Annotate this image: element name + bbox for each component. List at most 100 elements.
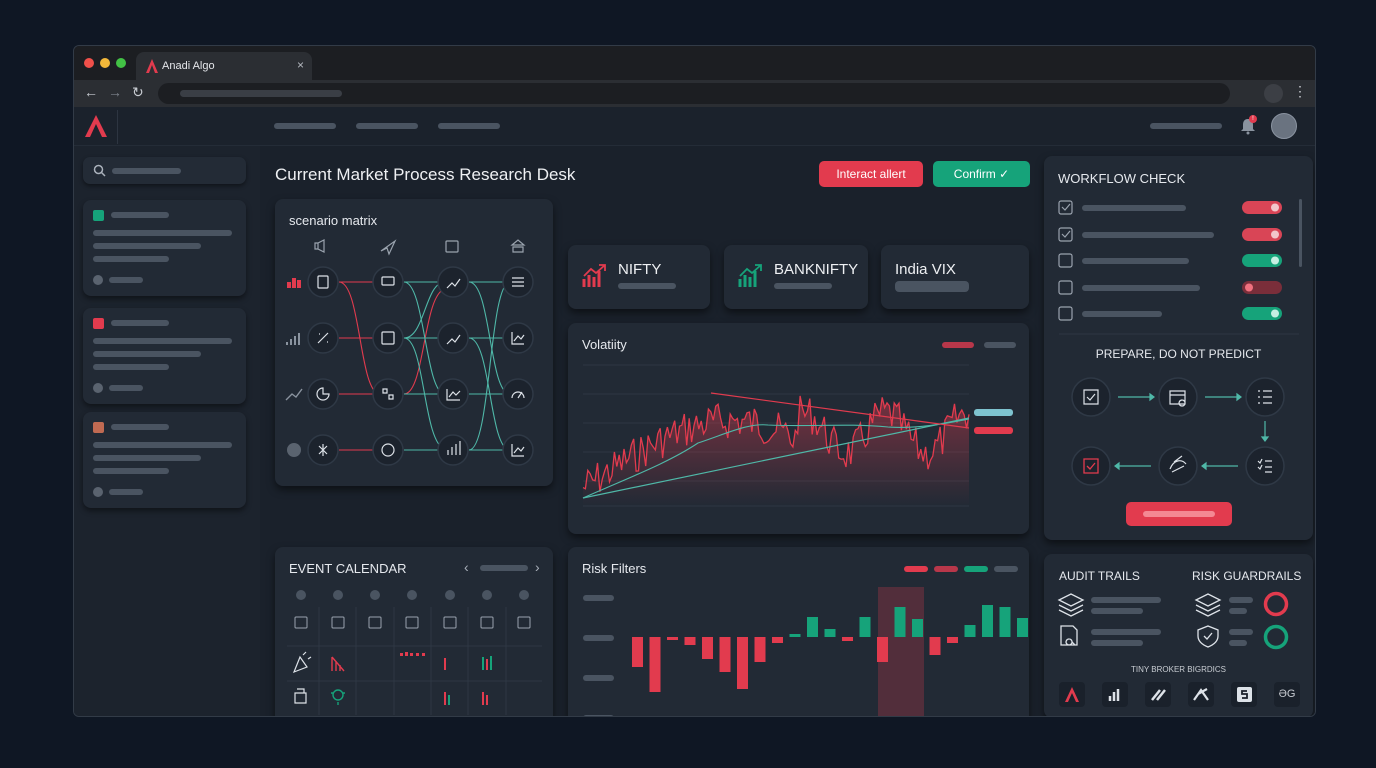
ticker-card-india-vix[interactable]: India VIX: [881, 245, 1029, 309]
tab-close-icon[interactable]: ×: [296, 58, 304, 72]
node-icons: [316, 275, 525, 457]
calendar-icon: [331, 616, 345, 629]
card-text-line: [93, 442, 232, 448]
legend-red: [904, 566, 928, 572]
y-axis-labels: [583, 595, 614, 716]
ticker-card-banknifty[interactable]: BANKNIFTY: [724, 245, 868, 309]
node-r2c4: [502, 322, 534, 354]
risk-filters-title: Risk Filters: [582, 561, 647, 576]
broker-logo-s[interactable]: [1231, 682, 1257, 707]
scenario-flow-diagram: [285, 239, 534, 466]
avatar[interactable]: [1271, 113, 1297, 139]
risk-bar: [684, 637, 696, 645]
trend-up-icon: [446, 278, 461, 289]
checkbox-4: [1058, 280, 1073, 295]
broker-logo-slash[interactable]: [1145, 682, 1171, 707]
node-r4c2: [372, 434, 404, 466]
header-user-name: [1150, 123, 1222, 129]
card-meta-line: [109, 277, 143, 283]
browser-tab[interactable]: Anadi Algo ×: [136, 52, 312, 80]
minimize-window-dot[interactable]: [100, 58, 110, 68]
risk-bars: [632, 605, 1028, 692]
volatility-title: Volatiity: [582, 337, 627, 352]
sidebar-search-input[interactable]: [83, 157, 246, 184]
sidebar-card-1[interactable]: [83, 200, 246, 296]
risk-bar: [649, 637, 661, 692]
back-icon[interactable]: ←: [84, 84, 98, 100]
coin-icon: [381, 443, 395, 457]
audit-trails-title: AUDIT TRAILS: [1059, 569, 1140, 583]
status-square-orange: [93, 422, 104, 433]
interact-alert-button[interactable]: Interact allert: [819, 161, 923, 187]
broker-logo-bars[interactable]: [1102, 682, 1128, 707]
risk-guardrails-title: RISK GUARDRAILS: [1192, 569, 1302, 583]
nav-link-3[interactable]: [438, 123, 500, 129]
marker-teal: [974, 409, 1013, 416]
ticker-name: BANKNIFTY: [774, 261, 859, 278]
line-chart-icon: [511, 332, 525, 345]
calendar-prev-icon[interactable]: ‹: [464, 559, 469, 575]
toggle-2: [1242, 228, 1282, 241]
sidebar-card-2[interactable]: [83, 308, 246, 404]
calendar-grid: [287, 590, 542, 715]
toggle-5: [1242, 307, 1282, 320]
process-nodes: [1071, 377, 1285, 486]
status-square-red: [93, 318, 104, 329]
risk-bar: [947, 637, 958, 643]
calendar-icon: [294, 616, 308, 629]
address-bar[interactable]: [158, 83, 1230, 104]
node-r1c1: [307, 266, 339, 298]
shield-check-icon: [1197, 625, 1219, 648]
audit-lines: [1091, 597, 1161, 646]
workflow-toggles: [1242, 201, 1282, 320]
broker-logo-kite[interactable]: [1188, 682, 1214, 707]
card-title-line: [111, 212, 169, 218]
prepare-subtitle: PREPARE, DO NOT PREDICT: [1095, 347, 1262, 361]
legend-red: [942, 342, 974, 348]
calendar-month-line: [480, 565, 528, 571]
grid-icon: [381, 331, 395, 345]
confirm-button[interactable]: Confirm ✓: [933, 161, 1030, 187]
browser-menu-icon[interactable]: ⋮: [1293, 83, 1307, 99]
document-search-icon: [1060, 625, 1078, 646]
nav-link-2[interactable]: [356, 123, 418, 129]
maximize-window-dot[interactable]: [116, 58, 126, 68]
fast-forward-icon: [1169, 455, 1187, 473]
day-calendar-icons: [294, 616, 531, 629]
process-arrows: [1114, 392, 1270, 471]
close-window-dot[interactable]: [84, 58, 94, 68]
legend-gray: [994, 566, 1018, 572]
event-red-dots: [400, 652, 425, 656]
checkbox-3: [1058, 253, 1073, 268]
calendar-next-icon[interactable]: ›: [535, 559, 540, 575]
risk-bar: [754, 637, 766, 662]
broker-logo-dg[interactable]: ƏG: [1274, 682, 1300, 707]
lightbulb-green-icon: [331, 689, 345, 705]
calendar-check-icon: [1169, 390, 1186, 407]
card-meta-line: [109, 489, 143, 495]
risk-bar: [667, 637, 678, 640]
toggle-1: [1242, 201, 1282, 214]
volatility-line: [582, 395, 970, 492]
nav-link-1[interactable]: [274, 123, 336, 129]
broker-logo-anadi[interactable]: [1059, 682, 1085, 707]
app-logo-icon[interactable]: [84, 114, 108, 138]
risk-bar: [807, 617, 818, 637]
profile-icon[interactable]: [1264, 84, 1283, 103]
risk-bar: [999, 607, 1011, 637]
sidebar-card-3[interactable]: [83, 412, 246, 508]
check-square-icon: [1083, 389, 1099, 405]
right-panel: WORKFLOW CHECK: [1044, 146, 1315, 716]
event-calendar-card: EVENT CALENDAR ‹ ›: [275, 547, 553, 716]
ticker-card-nifty[interactable]: NIFTY: [568, 245, 710, 309]
workflow-action-button[interactable]: [1126, 502, 1232, 526]
weekday-dots: [296, 590, 529, 600]
forward-icon[interactable]: →: [108, 84, 122, 100]
tab-title: Anadi Algo: [162, 60, 215, 72]
megaphone-icon: [314, 239, 325, 253]
node-r2c2: [372, 322, 404, 354]
reload-icon[interactable]: ↻: [132, 84, 144, 100]
risk-bar: [772, 637, 783, 643]
page-title: Current Market Process Research Desk: [275, 165, 576, 184]
gray-dot-icon: [287, 443, 301, 457]
